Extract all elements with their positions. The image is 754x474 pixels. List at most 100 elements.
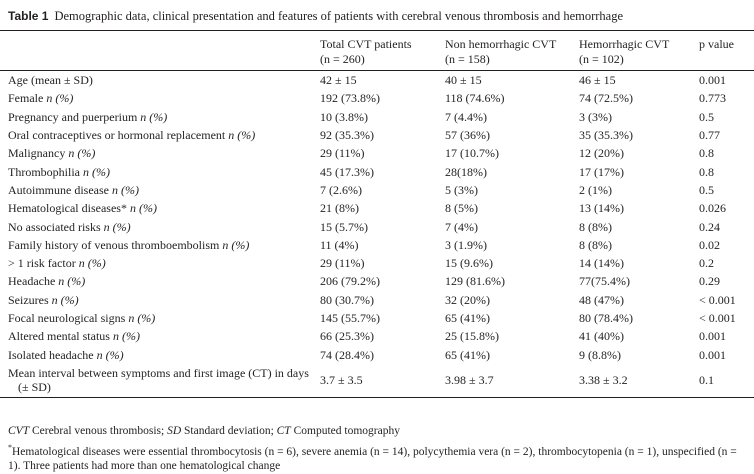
column-header: p value (699, 30, 754, 52)
table-cell: 0.24 (699, 217, 754, 235)
table-cell: 28(18%) (445, 162, 579, 180)
cell-text: 48 (47%) (579, 292, 624, 307)
row-label: Age (mean ± SD) (0, 71, 320, 90)
table-cell: 66 (25.3%) (320, 327, 445, 345)
cell-text: 118 (74.6%) (445, 91, 505, 106)
table-cell: 0.8 (699, 162, 754, 180)
cell-text: 12 (20%) (579, 146, 624, 161)
caption-text: Demographic data, clinical presentation … (54, 9, 624, 23)
row-label: Thrombophilia n (%) (0, 162, 320, 180)
column-header: Hemorrhagic CVT (579, 30, 699, 52)
cell-text: 40 ± 15 (445, 73, 482, 88)
column-header: Non hemorrhagic CVT (445, 30, 579, 52)
cell-text: 80 (78.4%) (579, 311, 633, 325)
table-row: Seizures n (%) 80 (30.7%) 32 (20%) 48 (47%)… (0, 291, 754, 309)
label-text: Female (8, 91, 44, 106)
table-cell: 3 (1.9%) (445, 236, 579, 254)
label-text: Family history of venous thromboembolism (8, 237, 220, 252)
table-cell: 0.001 (699, 71, 754, 90)
cell-text: 41 (40%) (579, 329, 624, 344)
header-text: (n = 102) (579, 52, 624, 66)
table-cell: 3.7 ± 3.5 (320, 363, 445, 398)
table-cell: 15 (5.7%) (320, 217, 445, 235)
header-row: Total CVT patients Non hemorrhagic CVT Hem… (0, 30, 754, 52)
cell-text: 129 (81.6%) (445, 274, 505, 289)
cell-text: 29 (11%) (320, 146, 365, 161)
footnote: *Hematological diseases were essential t… (8, 441, 748, 474)
footnote-mark: * (8, 443, 12, 452)
table-cell: 118 (74.6%) (445, 89, 579, 107)
table-cell: 0.29 (699, 272, 754, 290)
cell-text: < 0.001 (699, 292, 736, 307)
label-text: Focal neurological signs (8, 311, 126, 325)
table-cell: 2 (1%) (579, 181, 699, 199)
row-label: Headache n (%) (0, 272, 320, 290)
cell-text: 5 (3%) (445, 182, 478, 197)
cell-text: 0.5 (699, 182, 714, 197)
table-cell: < 0.001 (699, 309, 754, 327)
stat-text: n (%) (96, 347, 124, 362)
data-table: Total CVT patients Non hemorrhagic CVT Hem… (0, 30, 754, 398)
cell-text: 8 (8%) (579, 237, 612, 252)
row-label: Mean interval between symptoms and first… (0, 363, 320, 398)
stat-text: n (%) (129, 201, 157, 216)
table-cell: 32 (20%) (445, 291, 579, 309)
column-header (699, 52, 754, 71)
table-cell: 0.026 (699, 199, 754, 217)
stat-text: n (%) (112, 329, 140, 344)
cell-text: 0.026 (699, 201, 726, 216)
stat-text: n (%) (78, 256, 106, 271)
table-cell: 21 (8%) (320, 199, 445, 217)
row-label: Autoimmune disease n (%) (0, 181, 320, 199)
label-text: Age (mean ± SD) (8, 73, 93, 88)
table-cell: 29 (11%) (320, 254, 445, 272)
table-cell: 92 (35.3%) (320, 126, 445, 144)
table-cell: 77(75.4%) (579, 272, 699, 290)
table-cell: 192 (73.8%) (320, 89, 445, 107)
row-label: Altered mental status n (%) (0, 327, 320, 345)
table-row: Mean interval between symptoms and first… (0, 363, 754, 398)
table-cell: 0.1 (699, 363, 754, 398)
table-row: > 1 risk factor n (%) 29 (11%) 15 (9.6%) 14… (0, 254, 754, 272)
table-cell: 8 (5%) (445, 199, 579, 217)
abbr: CT (276, 425, 291, 437)
column-header: (n = 260) (320, 52, 445, 71)
table-cell: 145 (55.7%) (320, 309, 445, 327)
cell-text: 8 (8%) (579, 219, 612, 234)
row-label: Focal neurological signs n (%) (0, 309, 320, 327)
table-cell: 25 (15.8%) (445, 327, 579, 345)
row-label: Pregnancy and puerperium n (%) (0, 108, 320, 126)
label-text: Autoimmune disease (8, 182, 109, 197)
cell-text: 74 (72.5%) (579, 91, 633, 106)
table-cell: 0.001 (699, 327, 754, 345)
stat-text: n (%) (222, 237, 250, 252)
label-text: Thrombophilia (8, 164, 80, 179)
table-cell: 0.02 (699, 236, 754, 254)
table-row: No associated risks n (%) 15 (5.7%) 7 (4%)… (0, 217, 754, 235)
table-row: Age (mean ± SD) 42 ± 15 40 ± 15 46 ± 15 0.00… (0, 71, 754, 90)
table-cell: 41 (40%) (579, 327, 699, 345)
table-cell: < 0.001 (699, 291, 754, 309)
cell-text: 15 (9.6%) (445, 256, 493, 271)
table-cell: 12 (20%) (579, 144, 699, 162)
table-cell: 74 (72.5%) (579, 89, 699, 107)
cell-text: 92 (35.3%) (320, 128, 374, 143)
table-row: Isolated headache n (%) 74 (28.4%) 65 (41%… (0, 345, 754, 363)
cell-text: 10 (3.8%) (320, 109, 368, 124)
cell-text: 3.38 ± 3.2 (579, 373, 628, 388)
table-row: Malignancy n (%) 29 (11%) 17 (10.7%) 12 (20… (0, 144, 754, 162)
table-cell: 7 (4%) (445, 217, 579, 235)
row-label: Family history of venous thromboembolism… (0, 236, 320, 254)
cell-text: 3.7 ± 3.5 (320, 373, 363, 388)
label-text: Oral contraceptives or hormonal replacem… (8, 128, 226, 143)
table-row: Focal neurological signs n (%) 145 (55.7%… (0, 309, 754, 327)
cell-text: 8 (5%) (445, 201, 478, 216)
table-cell: 0.001 (699, 345, 754, 363)
table-cell: 29 (11%) (320, 144, 445, 162)
cell-text: 0.8 (699, 146, 714, 161)
cell-text: 3 (3%) (579, 109, 612, 124)
table-number: Table 1 (8, 9, 49, 23)
table-cell: 14 (14%) (579, 254, 699, 272)
cell-text: 0.77 (699, 128, 720, 143)
cell-text: 80 (30.7%) (320, 292, 374, 307)
